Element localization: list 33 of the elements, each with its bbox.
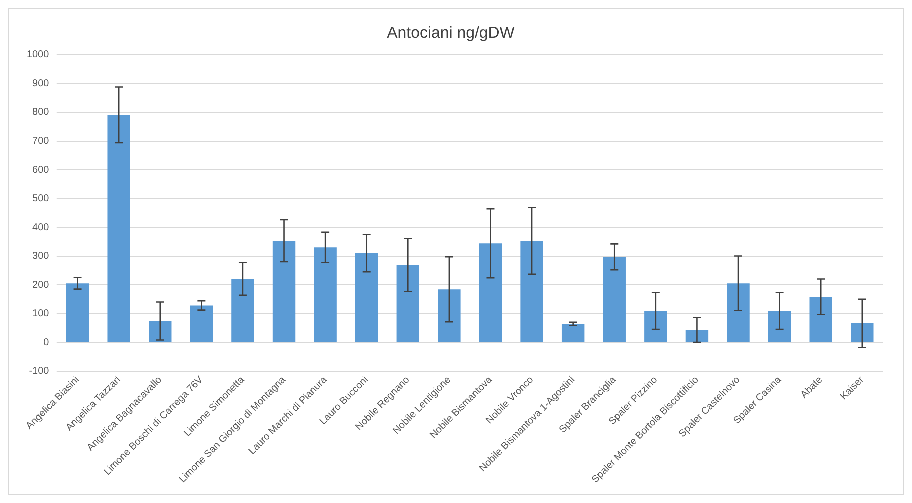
y-tick-label: 500	[32, 194, 50, 204]
bar	[768, 311, 792, 342]
bar	[149, 321, 172, 342]
bar	[644, 311, 668, 342]
bar	[686, 330, 709, 342]
bar	[232, 278, 254, 342]
y-tick-label: 100	[32, 308, 50, 320]
bar	[108, 115, 130, 342]
y-tick-label: 200	[32, 280, 50, 291]
y-tick-label: 400	[32, 222, 50, 234]
bar	[603, 257, 626, 342]
y-tick-label: 900	[32, 78, 50, 90]
y-tick-label: 0	[44, 337, 50, 348]
bar	[562, 324, 585, 342]
bar	[190, 306, 214, 342]
y-tick-label: 300	[32, 251, 50, 262]
bar	[355, 253, 378, 342]
bar	[438, 290, 461, 342]
bar	[396, 265, 420, 342]
bar	[851, 324, 874, 342]
y-tick-label: 1000	[26, 50, 50, 61]
bar	[272, 241, 296, 342]
y-tick-label: 600	[32, 164, 50, 176]
chart-title: Antociani ng/gDW	[387, 24, 515, 42]
y-tick-label: 800	[32, 107, 50, 118]
bar	[727, 284, 750, 342]
bar	[520, 241, 544, 342]
bar	[810, 297, 832, 342]
y-tick-label: -100	[29, 366, 50, 377]
bar	[479, 244, 502, 342]
bar	[66, 284, 90, 342]
bar	[314, 248, 337, 342]
y-tick-label: 700	[32, 136, 50, 147]
